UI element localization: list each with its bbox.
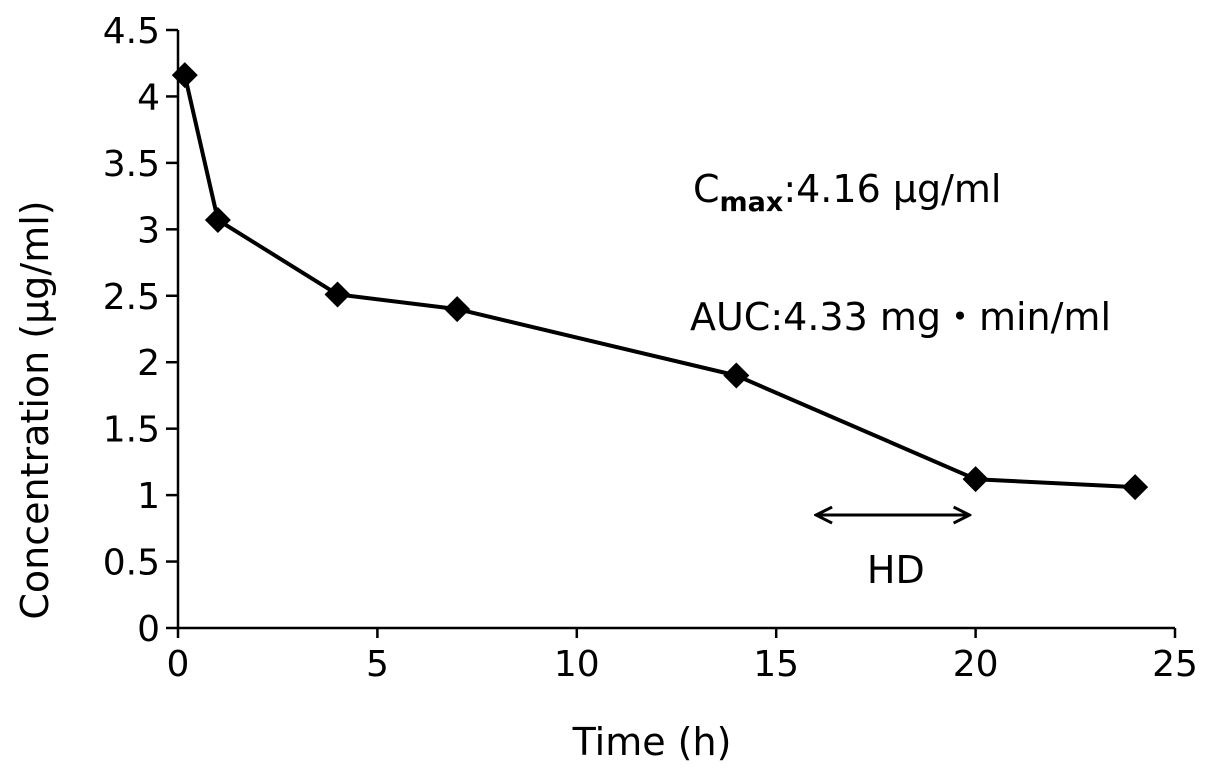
y-tick-label: 2.5 bbox=[103, 277, 160, 318]
y-tick-label: 3 bbox=[137, 210, 160, 251]
y-tick-label: 3.5 bbox=[103, 144, 160, 185]
y-tick-label: 4.5 bbox=[103, 11, 160, 52]
data-point bbox=[324, 281, 351, 308]
y-tick-label: 1.5 bbox=[103, 410, 160, 451]
cmax-annotation: Cmax:4.16 µg/ml bbox=[693, 167, 1002, 218]
x-ticks: 0 5 10 15 20 25 bbox=[167, 628, 1198, 685]
data-point bbox=[962, 466, 989, 493]
cmax-subscript: max bbox=[720, 187, 784, 218]
x-tick-label: 20 bbox=[953, 644, 999, 685]
auc-annotation: AUC:4.33 mg・min/ml bbox=[690, 295, 1111, 339]
y-tick-label: 1 bbox=[137, 476, 160, 517]
data-point bbox=[444, 296, 471, 323]
cmax-prefix: C bbox=[693, 167, 720, 211]
y-tick-label: 0 bbox=[137, 609, 160, 650]
y-ticks: 0 0.5 1 1.5 2 2.5 3 3.5 4 4.5 bbox=[103, 11, 178, 650]
data-point bbox=[171, 62, 198, 89]
y-tick-label: 0.5 bbox=[103, 543, 160, 584]
y-tick-label: 2 bbox=[137, 343, 160, 384]
data-point bbox=[723, 362, 750, 389]
x-tick-label: 15 bbox=[753, 644, 799, 685]
data-point bbox=[204, 207, 231, 234]
cmax-value: :4.16 µg/ml bbox=[783, 167, 1001, 211]
y-tick-label: 4 bbox=[137, 77, 160, 118]
x-axis-title: Time (h) bbox=[572, 720, 732, 764]
series-line bbox=[182, 74, 1136, 490]
hd-label: HD bbox=[867, 548, 925, 592]
x-tick-label: 0 bbox=[167, 644, 190, 685]
y-axis-title: Concentration (µg/ml) bbox=[13, 200, 57, 619]
series-points bbox=[171, 62, 1149, 501]
x-tick-label: 5 bbox=[366, 644, 389, 685]
x-tick-label: 25 bbox=[1152, 644, 1198, 685]
x-tick-label: 10 bbox=[554, 644, 600, 685]
data-point bbox=[1122, 474, 1149, 501]
